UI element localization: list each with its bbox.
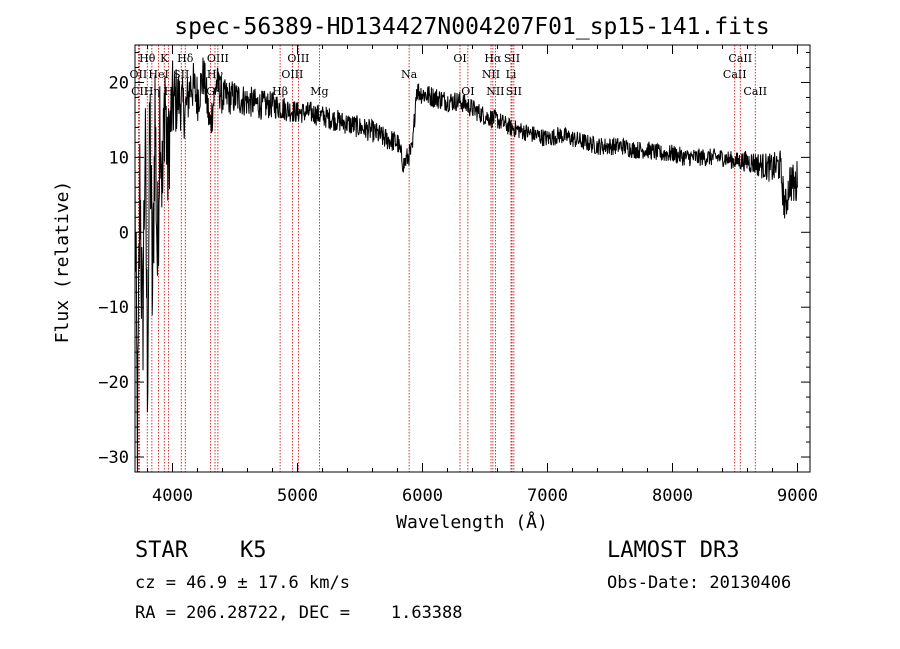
spectral-line-label: Hα — [484, 52, 502, 65]
spectral-line-label: G — [206, 85, 215, 98]
spectral-line-label: NII — [482, 68, 500, 81]
spectral-line-label: CaII — [728, 52, 752, 65]
x-tick-label: 9000 — [777, 486, 818, 506]
axis-ticks: 4000 5000 6000 7000 8000 9000 −30 −20 −10 0 10 20 — [98, 45, 818, 506]
spectral-line-label: Mg — [310, 85, 328, 98]
spectral-line-label: Li — [506, 68, 517, 81]
spectral-line-label: K — [160, 52, 169, 65]
x-tick-label: 8000 — [652, 486, 693, 506]
spectral-line-labels: HθOIICIIHηKHeIHSIIHδGOIIIHγHβOIIIOIIIMgN… — [130, 52, 768, 98]
y-tick-label: 0 — [119, 223, 129, 243]
spectral-line-label: OIII — [287, 52, 309, 65]
redshift-readout: cz = 46.9 ± 17.6 km/s — [135, 573, 350, 593]
spectral-line-label: OI — [453, 52, 466, 65]
spectral-line-markers — [137, 45, 756, 472]
spectral-line-label: H — [164, 85, 174, 98]
spectral-line-label: OIII — [207, 52, 229, 65]
object-class: STAR — [135, 538, 188, 563]
x-tick-label: 7000 — [527, 486, 568, 506]
spectral-line-label: SII — [173, 68, 189, 81]
spectral-line-label: CaII — [723, 68, 747, 81]
x-tick-label: 5000 — [277, 486, 318, 506]
y-tick-label: −20 — [98, 373, 129, 393]
spectral-line-label: Hθ — [139, 52, 156, 65]
spectral-line-label: Na — [401, 68, 418, 81]
x-tick-label: 6000 — [402, 486, 443, 506]
chart-title: spec-56389-HD134427N004207F01_sp15-141.f… — [174, 14, 769, 40]
observation-date: Obs-Date: 20130406 — [607, 573, 792, 593]
y-axis-label: Flux (relative) — [52, 181, 73, 344]
spectrum-line — [134, 57, 798, 473]
spectral-line-label: OII — [130, 68, 148, 81]
y-tick-label: −10 — [98, 298, 129, 318]
y-tick-label: 20 — [109, 73, 129, 93]
x-axis-label: Wavelength (Å) — [396, 511, 548, 533]
spectral-line-label: SII — [506, 85, 522, 98]
coordinates-readout: RA = 206.28722, DEC = 1.63388 — [135, 603, 463, 623]
spectral-line-label: CaII — [743, 85, 767, 98]
y-tick-label: −30 — [98, 448, 129, 468]
spectral-line-label: SII — [504, 52, 520, 65]
spectral-line-label: HeI — [148, 68, 168, 81]
x-tick-label: 4000 — [152, 486, 193, 506]
spectral-line-label: OIII — [281, 68, 303, 81]
spectral-line-label: Hδ — [177, 52, 194, 65]
spectral-line-label: Hη — [144, 85, 160, 98]
spectral-line-label: Hβ — [272, 85, 288, 98]
object-subclass: K5 — [240, 538, 267, 563]
y-tick-label: 10 — [109, 148, 129, 168]
spectral-line-label: NII — [486, 85, 504, 98]
survey-name: LAMOST DR3 — [607, 538, 740, 563]
